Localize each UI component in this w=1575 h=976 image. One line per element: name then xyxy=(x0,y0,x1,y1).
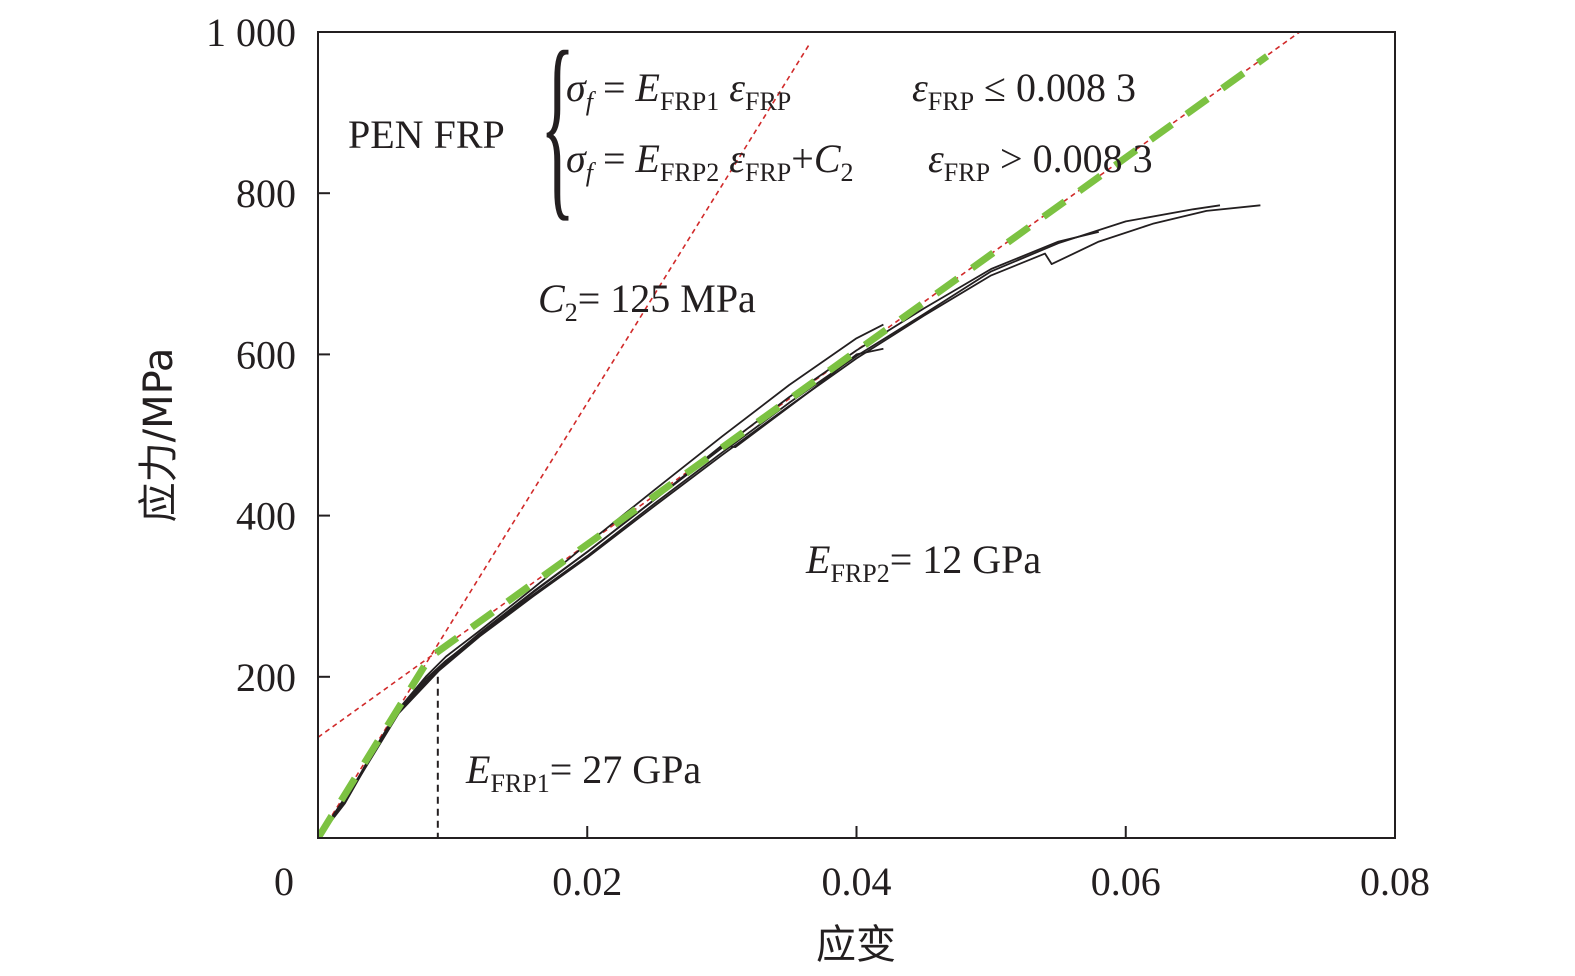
test-curve-4 xyxy=(318,204,1221,838)
test-curve-3 xyxy=(318,231,1100,838)
pen-frp-label: PEN FRP xyxy=(348,112,505,157)
x-tick-label: 0.06 xyxy=(1091,859,1161,904)
equation-2: σf = EFRP2 εFRP+C2 xyxy=(566,136,854,187)
equation-brace: { xyxy=(540,9,575,238)
y-tick-label: 1 000 xyxy=(206,10,296,55)
bilinear-fit-group xyxy=(318,53,1270,838)
y-axis-ticks: 200 400 600 800 1 000 xyxy=(206,10,330,700)
x-tick-label: 0.08 xyxy=(1360,859,1430,904)
equation-2-condition: εFRP > 0.008 3 xyxy=(928,136,1153,187)
y-tick-label: 400 xyxy=(236,494,296,539)
y-tick-label: 200 xyxy=(236,655,296,700)
y-tick-label: 800 xyxy=(236,171,296,216)
y-axis-title: 应力/MPa xyxy=(136,348,182,523)
equation-1-condition: εFRP ≤ 0.008 3 xyxy=(912,65,1136,116)
bilinear-fit-line xyxy=(318,53,1270,838)
efrp1-label: EFRP1= 27 GPa xyxy=(465,747,701,798)
x-tick-label: 0 xyxy=(274,859,294,904)
y-tick-label: 600 xyxy=(236,332,296,377)
x-axis-title: 应变 xyxy=(816,922,896,968)
x-tick-label: 0.04 xyxy=(822,859,892,904)
efrp2-label: EFRP2= 12 GPa xyxy=(805,537,1041,588)
x-tick-label: 0.02 xyxy=(552,859,622,904)
test-curves xyxy=(318,204,1261,838)
test-curve-5 xyxy=(318,204,1261,838)
c2-label: C2= 125 MPa xyxy=(538,276,756,327)
equation-1: σf = EFRP1 εFRP xyxy=(566,65,791,116)
x-axis-ticks: 0 0.02 0.04 0.06 0.08 xyxy=(274,826,1430,904)
